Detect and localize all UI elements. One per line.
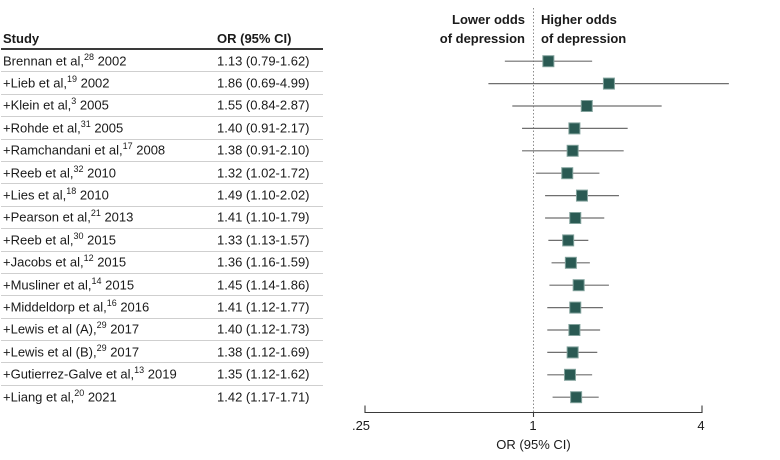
study-label: +Lewis et al (B),29 2017 [3, 342, 140, 360]
or-marker [561, 167, 574, 180]
or-ci-value: 1.41 (1.12-1.77) [217, 299, 310, 315]
higher-odds-line1: Higher odds [541, 12, 617, 27]
table-row: +Liang et al,20 2021 1.42 (1.17-1.71) [1, 386, 323, 408]
study-label: +Liang et al,20 2021 [3, 388, 117, 405]
table-row: +Klein et al,3 2005 1.55 (0.84-2.87) [1, 95, 323, 118]
lower-odds-label: Lower odds of depression [345, 10, 525, 48]
or-marker [569, 212, 582, 224]
x-tick-1: 1 [529, 418, 537, 433]
lower-odds-line1: Lower odds [452, 12, 525, 27]
study-label: Brennan et al,28 2002 [3, 51, 127, 69]
table-row: +Lewis et al (A),29 2017 1.40 (1.12-1.73) [1, 319, 323, 342]
table-row: +Middeldorp et al,16 2016 1.41 (1.12-1.77… [1, 296, 323, 319]
study-table-body: Brennan et al,28 2002 1.13 (0.79-1.62) +Li… [1, 50, 323, 408]
table-row: +Pearson et al,21 2013 1.41 (1.10-1.79) [1, 207, 323, 230]
table-row: Brennan et al,28 2002 1.13 (0.79-1.62) [1, 50, 323, 73]
table-row: +Gutierrez-Galve et al,13 2019 1.35 (1.12… [1, 363, 323, 386]
x-axis [364, 405, 703, 417]
or-marker [566, 144, 579, 157]
table-row: +Lies et al,18 2010 1.49 (1.10-2.02) [1, 184, 323, 207]
or-marker [568, 324, 581, 336]
table-row: +Rohde et al,31 2005 1.40 (0.91-2.17) [1, 117, 323, 140]
or-marker [580, 100, 593, 112]
study-label: +Rohde et al,31 2005 [3, 119, 124, 136]
or-ci-value: 1.32 (1.02-1.72) [217, 165, 310, 181]
or-ci-value: 1.35 (1.12-1.62) [217, 366, 310, 382]
or-marker [575, 189, 588, 202]
lower-odds-line2: of depression [439, 31, 525, 46]
or-marker [602, 77, 615, 90]
x-tick-025: .25 [351, 418, 371, 433]
or-marker [562, 234, 575, 247]
or-ci-value: 1.38 (1.12-1.69) [217, 344, 310, 360]
or-marker [568, 122, 581, 135]
x-axis-title: OR (95% CI) [496, 437, 571, 452]
study-label: +Reeb et al,30 2015 [3, 230, 117, 248]
study-column-header: Study [3, 31, 40, 46]
higher-odds-label: Higher odds of depression [541, 10, 721, 48]
study-label: +Klein et al,3 2005 [3, 96, 109, 113]
or-ci-value: 1.40 (0.91-2.17) [217, 120, 310, 136]
or-ci-value: 1.36 (1.16-1.59) [217, 254, 310, 270]
study-label: +Lewis et al (A),29 2017 [3, 320, 140, 337]
study-table: Study OR (95% CI) Brennan et al,28 2002 1… [1, 27, 323, 408]
or-marker [542, 55, 555, 68]
study-label: +Middeldorp et al,16 2016 [3, 298, 150, 315]
study-label: +Lieb et al,19 2002 [3, 74, 110, 91]
or-marker [569, 301, 582, 314]
higher-odds-line2: of depression [541, 31, 627, 46]
or-marker [566, 346, 579, 359]
table-row: +Reeb et al,32 2010 1.32 (1.02-1.72) [1, 162, 323, 185]
table-row: +Lewis et al (B),29 2017 1.38 (1.12-1.69) [1, 341, 323, 364]
study-label: +Reeb et al,32 2010 [3, 163, 117, 181]
or-ci-value: 1.42 (1.17-1.71) [217, 389, 310, 405]
study-label: +Lies et al,18 2010 [3, 186, 109, 203]
study-label: +Musliner et al,14 2015 [3, 275, 135, 293]
study-label: +Ramchandani et al,17 2008 [3, 141, 166, 158]
or-ci-value: 1.33 (1.13-1.57) [217, 232, 310, 248]
table-row: +Ramchandani et al,17 2008 1.38 (0.91-2.1… [1, 140, 323, 162]
or-marker [572, 279, 585, 292]
x-tick-4: 4 [697, 418, 705, 433]
or-marker [564, 256, 577, 269]
study-label: +Gutierrez-Galve et al,13 2019 [3, 365, 177, 382]
or-marker [563, 368, 576, 381]
or-ci-value: 1.55 (0.84-2.87) [217, 97, 310, 113]
study-label: +Jacobs et al,12 2015 [3, 253, 127, 270]
or-ci-value: 1.40 (1.12-1.73) [217, 321, 310, 337]
or-ci-value: 1.38 (0.91-2.10) [217, 142, 310, 158]
or-ci-value: 1.86 (0.69-4.99) [217, 75, 310, 91]
table-row: +Jacobs et al,12 2015 1.36 (1.16-1.59) [1, 252, 323, 274]
or-ci-value: 1.13 (0.79-1.62) [217, 53, 310, 69]
or-ci-value: 1.49 (1.10-2.02) [217, 187, 310, 203]
table-row: +Reeb et al,30 2015 1.33 (1.13-1.57) [1, 229, 323, 252]
or-ci-value: 1.41 (1.10-1.79) [217, 209, 310, 225]
table-row: +Lieb et al,19 2002 1.86 (0.69-4.99) [1, 72, 323, 95]
forest-plot-svg [364, 8, 729, 417]
table-row: +Musliner et al,14 2015 1.45 (1.14-1.86) [1, 274, 323, 297]
table-header-row: Study OR (95% CI) [1, 27, 323, 50]
or-column-header: OR (95% CI) [217, 31, 292, 46]
study-label: +Pearson et al,21 2013 [3, 208, 134, 225]
or-marker [570, 391, 583, 404]
or-ci-value: 1.45 (1.14-1.86) [217, 277, 310, 293]
